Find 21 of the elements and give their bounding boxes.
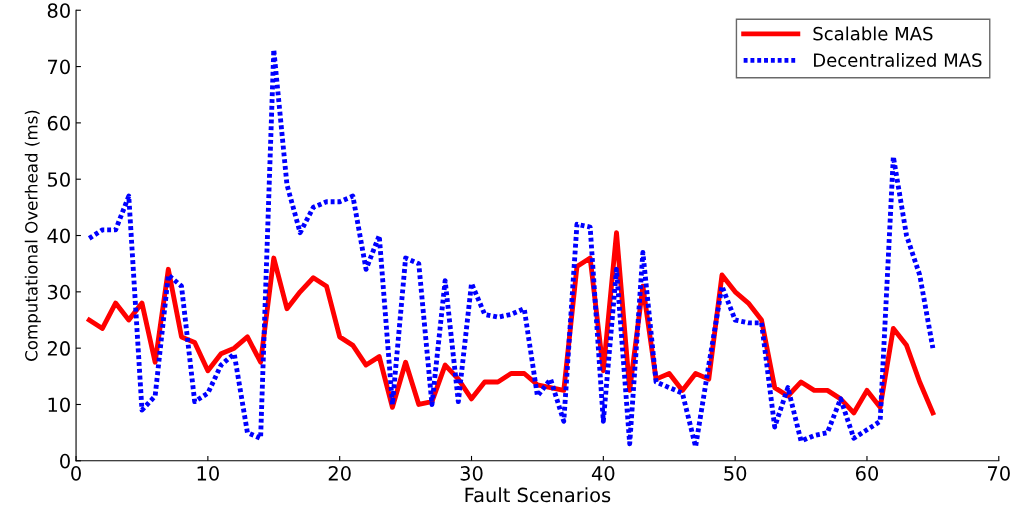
x-axis-title: Fault Scenarios bbox=[465, 487, 611, 503]
x-tick-label: 40 bbox=[591, 466, 615, 481]
y-tick-label: 50 bbox=[47, 172, 70, 187]
y-tick-label: 0 bbox=[60, 453, 70, 469]
y-tick-label: 20 bbox=[47, 341, 70, 356]
y-axis-title: Computational Overhead (ms) bbox=[24, 110, 41, 361]
legend-label: Decentralized MAS bbox=[814, 52, 982, 67]
x-tick-label: 60 bbox=[855, 466, 879, 481]
y-tick-label: 60 bbox=[47, 115, 70, 131]
y-tick-label: 70 bbox=[48, 59, 70, 75]
legend-label: Scalable MAS bbox=[813, 26, 933, 41]
x-tick-label: 50 bbox=[724, 466, 747, 481]
y-tick-label: 80 bbox=[47, 3, 70, 18]
x-tick-label: 70 bbox=[988, 466, 1010, 481]
y-tick-label: 30 bbox=[47, 284, 70, 300]
x-tick-label: 20 bbox=[328, 466, 351, 481]
x-tick-label: 10 bbox=[197, 466, 219, 481]
y-tick-label: 40 bbox=[47, 228, 70, 244]
x-tick-label: 30 bbox=[460, 466, 483, 481]
x-tick-label: 0 bbox=[71, 466, 81, 481]
y-tick-label: 10 bbox=[48, 397, 70, 413]
